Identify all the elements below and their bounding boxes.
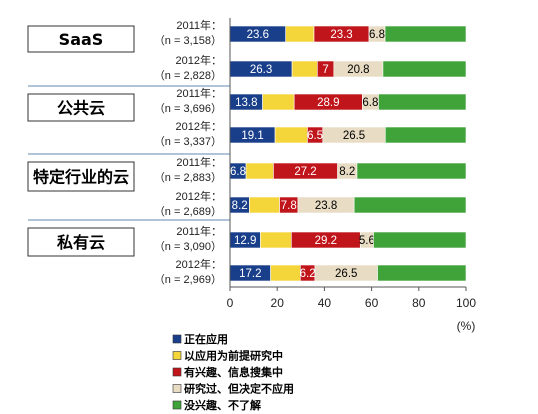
data-label: 17.2	[239, 268, 261, 280]
category-box	[27, 25, 135, 53]
bar-segment	[382, 60, 467, 78]
category-label: SaaS	[59, 30, 104, 49]
data-label: 29.2	[315, 235, 337, 247]
bar-segment	[245, 162, 274, 180]
bar-segment	[378, 93, 467, 111]
data-label: 19.1	[241, 130, 263, 142]
category-label: 特定行业的云	[33, 168, 129, 187]
data-label: 8.2	[339, 166, 355, 178]
year-label: 2012年：	[176, 53, 222, 67]
year-label: 2012年：	[176, 257, 222, 271]
data-label: 26.5	[335, 268, 357, 280]
category-box	[27, 161, 135, 192]
data-label: 27.2	[294, 166, 316, 178]
legend-label: 以应用为前提研究中	[184, 349, 283, 363]
data-label: 6.8	[362, 97, 378, 109]
legend-swatch	[172, 351, 182, 360]
sample-size-label: （n = 3,337）	[154, 135, 222, 148]
year-label: 2011年：	[176, 86, 222, 100]
bar-segment	[274, 126, 308, 144]
bar-segment	[384, 25, 467, 43]
year-label: 2012年：	[176, 119, 222, 133]
sample-size-label: （n = 3,158）	[154, 34, 222, 47]
data-label: 8.2	[232, 200, 248, 212]
bars: 23.6 23.3 6.8 26.3 7 20.8 13.8 28.9 6.8 19.1 6.5 26…	[229, 25, 467, 282]
sample-size-label: （n = 2,689）	[154, 205, 222, 218]
data-label: 6.8	[369, 29, 385, 41]
data-label: 26.3	[250, 64, 272, 76]
legend-label: 研究过、但决定不应用	[184, 382, 294, 396]
x-tick-label: 60	[365, 296, 379, 310]
category-label: 私有云	[57, 233, 105, 252]
category-box	[27, 93, 135, 122]
data-label: 23.6	[247, 29, 269, 41]
year-label: 2012年：	[176, 189, 222, 203]
legend-label: 有兴趣、信息搜集中	[184, 365, 283, 379]
bar-segment	[377, 264, 467, 282]
x-tick-label: 40	[318, 296, 332, 310]
bar-segment	[291, 60, 318, 78]
data-label: 28.9	[317, 97, 339, 109]
legend-label: 正在应用	[184, 332, 228, 346]
data-label: 26.5	[343, 130, 365, 142]
bar-segment	[260, 231, 292, 249]
year-label: 2011年：	[176, 18, 222, 32]
x-tick-label: 80	[412, 296, 426, 310]
category-label: 公共云	[57, 99, 105, 118]
sample-size-label: （n = 3,696）	[154, 102, 222, 115]
category-box	[27, 227, 135, 257]
bar-segment	[356, 162, 467, 180]
legend-label: 没兴趣、不了解	[184, 398, 261, 412]
bar-segment	[384, 126, 467, 144]
data-label: 6.2	[300, 268, 316, 280]
year-label: 2011年：	[176, 224, 222, 238]
row-labels: 2011年： （n = 3,158） 2012年： （n = 2,828） 2011年：…	[154, 18, 222, 286]
data-label: 12.9	[234, 235, 256, 247]
data-label: 23.8	[315, 200, 337, 212]
x-tick-label: 0	[227, 296, 234, 310]
bar-segment	[373, 231, 467, 249]
x-tick-label: 20	[271, 296, 285, 310]
data-label: 6.5	[307, 130, 323, 142]
data-label: 5.6	[359, 235, 375, 247]
year-label: 2011年：	[176, 155, 222, 169]
data-label: 13.8	[235, 97, 257, 109]
sample-size-label: （n = 3,090）	[154, 240, 222, 253]
bar-segment	[353, 196, 467, 214]
bar-segment	[285, 25, 315, 43]
data-label: 6.8	[230, 166, 246, 178]
unit-label: (%)	[457, 319, 476, 333]
data-label: 20.8	[347, 64, 369, 76]
x-tick-label: 100	[456, 296, 476, 310]
sample-size-label: （n = 2,969）	[154, 273, 222, 286]
bar-segment	[270, 264, 301, 282]
data-label: 7.8	[281, 200, 297, 212]
data-label: 7	[322, 64, 328, 76]
sample-size-label: （n = 2,883）	[154, 171, 222, 184]
x-axis: 0 20 40 60 80 100 (%)	[227, 18, 476, 333]
legend-swatch	[172, 367, 182, 377]
sample-size-label: （n = 2,828）	[154, 69, 222, 82]
data-label: 23.3	[330, 29, 352, 41]
legend-swatch	[172, 384, 182, 393]
legend-swatch	[172, 400, 182, 410]
bar-segment	[262, 93, 295, 111]
legend-swatch	[172, 334, 182, 344]
bar-segment	[249, 196, 280, 214]
